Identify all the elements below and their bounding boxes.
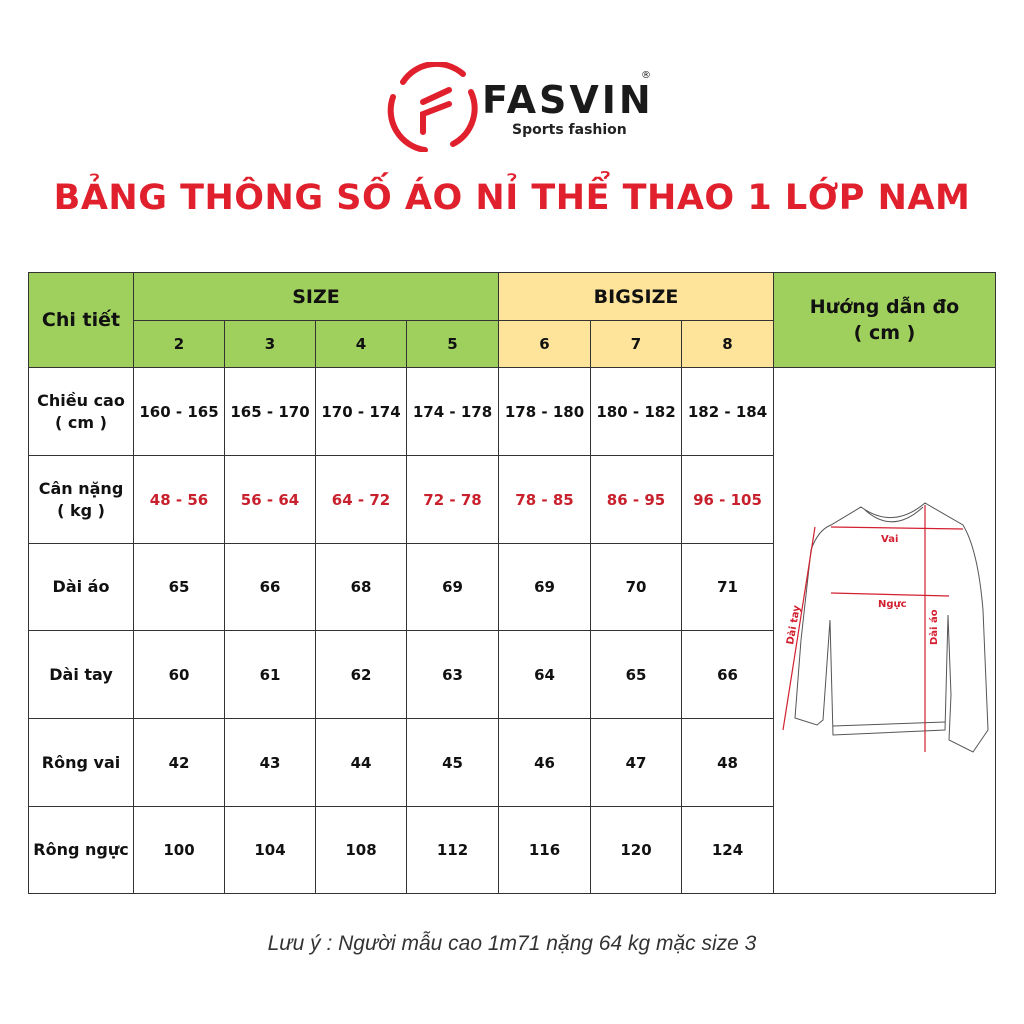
table-cell: 66: [681, 630, 774, 719]
size-header: 3: [224, 320, 316, 368]
table-cell: 45: [406, 718, 499, 807]
table-cell: 68: [315, 543, 407, 631]
guide-title: Hướng dẫn đo: [809, 296, 960, 318]
table-cell: 69: [406, 543, 499, 631]
table-cell: 182 - 184: [681, 367, 774, 456]
table-cell: 43: [224, 718, 316, 807]
size-header: 5: [406, 320, 499, 368]
table-cell: 62: [315, 630, 407, 719]
sweater-measure-diagram: Vai Ngực Dài tay Dài áo: [782, 502, 989, 753]
row-label: Dài áo: [28, 543, 134, 631]
size-group-header: SIZE: [133, 272, 499, 321]
bigsize-header: 8: [681, 320, 774, 368]
table-cell: 116: [498, 806, 591, 894]
table-cell: 64 - 72: [315, 455, 407, 544]
table-cell: 72 - 78: [406, 455, 499, 544]
table-cell: 104: [224, 806, 316, 894]
row-label: Dài tay: [28, 630, 134, 719]
size-table: Chi tiết SIZE BIGSIZE Hướng dẫn đo ( cm …: [28, 272, 996, 894]
row-label-unit: ( kg ): [57, 500, 105, 520]
row-label: Rông vai: [28, 718, 134, 807]
table-cell: 160 - 165: [133, 367, 225, 456]
size-header: 2: [133, 320, 225, 368]
size-header: 4: [315, 320, 407, 368]
table-row: Chiều cao( cm ) 160 - 165 165 - 170 170 - 1…: [28, 367, 996, 894]
guide-unit: ( cm ): [853, 322, 916, 344]
table-cell: 71: [681, 543, 774, 631]
table-row: Dài tay 60 61 62 63 64 65 66: [28, 630, 996, 719]
table-cell: 100: [133, 806, 225, 894]
table-cell: 61: [224, 630, 316, 719]
detail-header: Chi tiết: [28, 272, 134, 368]
shoulder-label: Vai: [881, 534, 898, 545]
table-row: Rông ngực 100 104 108 112 116 120 124: [28, 806, 996, 894]
table-cell: 48 - 56: [133, 455, 225, 544]
row-label-text: Rông vai: [41, 752, 121, 772]
row-label-text: Cân nặng: [38, 478, 124, 498]
table-row: Cân nặng( kg ) 48 - 56 56 - 64 64 - 72 72 - …: [28, 455, 996, 544]
row-label-text: Rông ngực: [33, 840, 129, 859]
brand-name: FASVIN: [482, 78, 654, 122]
table-row: Rông vai 42 43 44 45 46 47 48: [28, 718, 996, 807]
table-cell: 170 - 174: [315, 367, 407, 456]
table-cell: 64: [498, 630, 591, 719]
row-label: Cân nặng( kg ): [28, 455, 134, 544]
guide-header: Hướng dẫn đo ( cm ): [773, 272, 996, 368]
table-cell: 48: [681, 718, 774, 807]
bigsize-header: 6: [498, 320, 591, 368]
bigsize-header: 7: [590, 320, 682, 368]
table-cell: 70: [590, 543, 682, 631]
table-cell: 42: [133, 718, 225, 807]
registered-mark: ®: [641, 70, 651, 81]
guide-cell: [773, 367, 996, 894]
table-cell: 69: [498, 543, 591, 631]
row-label: Chiều cao( cm ): [28, 367, 134, 456]
table-cell: 178 - 180: [498, 367, 591, 456]
table-cell: 86 - 95: [590, 455, 682, 544]
table-cell: 165 - 170: [224, 367, 316, 456]
table-cell: 108: [315, 806, 407, 894]
table-cell: 56 - 64: [224, 455, 316, 544]
table-cell: 174 - 178: [406, 367, 499, 456]
row-label: Rông ngực: [28, 806, 134, 894]
bigsize-group-header: BIGSIZE: [498, 272, 774, 321]
table-cell: 44: [315, 718, 407, 807]
length-label: Dài áo: [928, 609, 940, 645]
row-label-text: Dài áo: [52, 577, 110, 596]
page-title: BẢNG THÔNG SỐ ÁO NỈ THỂ THAO 1 LỚP NAM: [53, 178, 971, 218]
table-row: Dài áo 65 66 68 69 69 70 71: [28, 543, 996, 631]
table-cell: 66: [224, 543, 316, 631]
table-cell: 63: [406, 630, 499, 719]
brand-tagline: Sports fashion: [512, 122, 627, 138]
row-label-text: Dài tay: [49, 664, 113, 684]
table-cell: 78 - 85: [498, 455, 591, 544]
table-cell: 180 - 182: [590, 367, 682, 456]
table-cell: 60: [133, 630, 225, 719]
table-cell: 120: [590, 806, 682, 894]
table-cell: 112: [406, 806, 499, 894]
table-cell: 65: [133, 543, 225, 631]
table-cell: 65: [590, 630, 682, 719]
table-cell: 124: [681, 806, 774, 894]
row-label-unit: ( cm ): [55, 412, 107, 432]
model-note: Lưu ý : Người mẫu cao 1m71 nặng 64 kg mặ…: [267, 932, 757, 955]
fasvin-logo-icon: [387, 62, 478, 152]
row-label-text: Chiều cao: [37, 390, 125, 410]
table-cell: 47: [590, 718, 682, 807]
table-cell: 96 - 105: [681, 455, 774, 544]
chest-label: Ngực: [878, 599, 907, 610]
table-cell: 46: [498, 718, 591, 807]
